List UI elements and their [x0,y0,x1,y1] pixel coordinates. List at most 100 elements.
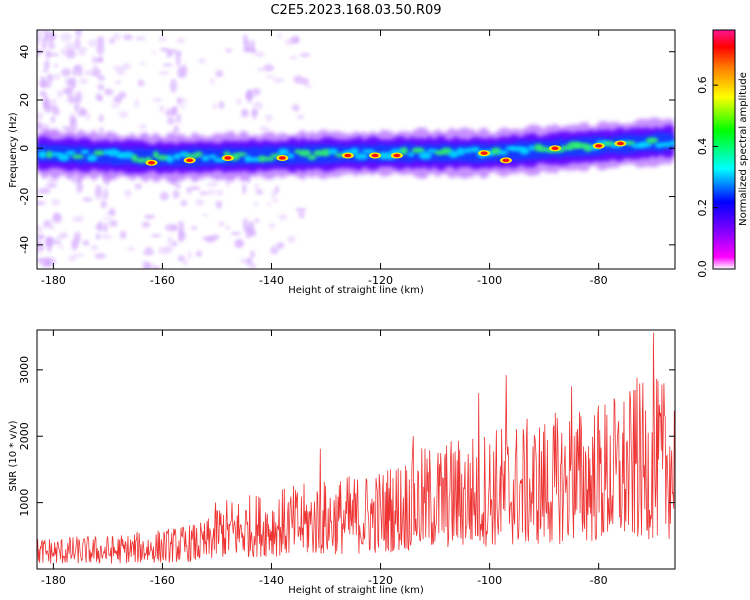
noise-speckle [109,37,115,44]
noise-speckle [242,34,248,45]
noise-speckle [82,240,90,246]
noise-speckle [186,186,192,194]
noise-speckle [182,259,189,266]
noise-speckle [43,219,52,229]
noise-speckle [172,224,178,232]
noise-speckle [230,231,242,236]
noise-speckle [109,219,118,228]
noise-speckle [225,48,233,53]
noise-speckle [75,30,82,38]
noise-speckle [176,38,186,44]
snr-frame [36,329,676,570]
signal-blob [193,151,203,158]
noise-speckle [251,108,257,120]
noise-speckle [159,191,169,201]
hotspot [278,156,286,160]
snr-ticks: -180 -160 -140 -120 -100 -80 1000 2000 3000 [18,330,675,587]
noise-speckle [252,87,261,96]
noise-speckle [91,55,97,64]
noise-speckle [53,212,61,219]
noise-speckle [134,183,143,190]
noise-speckle [41,36,48,50]
noise-speckle [43,103,52,113]
noise-speckle [39,123,51,132]
x-tick-label: -160 [150,574,175,587]
noise-speckle [51,198,61,206]
noise-speckle [75,64,83,77]
noise-speckle [45,182,58,189]
hotspot [344,153,352,158]
noise-speckle [58,245,65,249]
signal-blob [519,146,530,155]
noise-speckle [215,200,223,209]
noise-speckle [56,90,64,98]
noise-speckle [66,85,74,98]
noise-speckle [266,202,272,206]
noise-speckle [61,68,71,77]
noise-speckle [208,189,216,195]
y-tick-label: 40 [18,45,31,59]
noise-speckle [37,42,41,46]
noise-speckle [59,231,68,238]
noise-speckle [291,104,300,112]
noise-speckle [142,262,152,269]
y-tick-label: -40 [18,236,31,254]
noise-speckle [245,225,252,239]
x-tick-label: -80 [590,274,608,287]
hotspot [480,151,488,155]
noise-speckle [108,207,116,216]
noise-speckle [175,182,181,189]
noise-speckle [162,63,173,67]
signal-blob [321,148,331,157]
noise-speckle [157,246,170,255]
noise-speckle [38,243,45,252]
noise-speckle [37,50,41,57]
signal-blob [249,157,261,162]
noise-speckle [254,183,259,190]
noise-speckle [198,58,206,64]
noise-speckle [39,257,50,266]
hotspot [224,156,232,160]
noise-speckle [123,34,133,41]
noise-speckle [177,255,186,262]
noise-speckle [87,39,98,47]
x-tick-label: -140 [259,574,284,587]
noise-speckle [97,74,106,81]
noise-speckle [97,83,105,91]
snr-series-line [37,332,675,565]
noise-speckle [268,222,275,229]
noise-speckle [50,224,55,231]
noise-speckle [210,78,215,85]
signal-blob [201,155,210,162]
signal-blob [456,147,466,156]
noise-speckle [102,217,113,221]
noise-speckle [169,78,178,93]
x-tick-label: -120 [368,274,393,287]
noise-speckle [71,238,80,248]
signal-blob [354,153,369,160]
noise-speckle [74,91,83,104]
noise-speckle [114,80,122,85]
noise-speckle [180,98,188,104]
noise-speckle [240,108,249,118]
noise-speckle [118,110,129,118]
noise-speckle [49,53,60,57]
signal-blob [166,155,174,164]
noise-speckle [190,226,198,230]
noise-speckle [64,42,77,50]
noise-speckle [177,220,185,234]
noise-speckle [71,67,77,76]
y-tick-label: 2000 [18,422,31,450]
noise-speckle [259,125,269,132]
signal-blob [349,147,360,156]
noise-speckle [73,102,80,113]
noise-speckle [246,257,253,267]
y-tick-label: 20 [18,93,31,107]
hotspot [186,158,194,163]
noise-speckle [116,67,126,76]
noise-speckle [295,207,307,213]
noise-speckle [187,251,192,260]
spectrogram-x-label: Height of straight line (km) [288,285,424,296]
noise-speckle [151,265,161,269]
noise-speckle [45,237,53,247]
